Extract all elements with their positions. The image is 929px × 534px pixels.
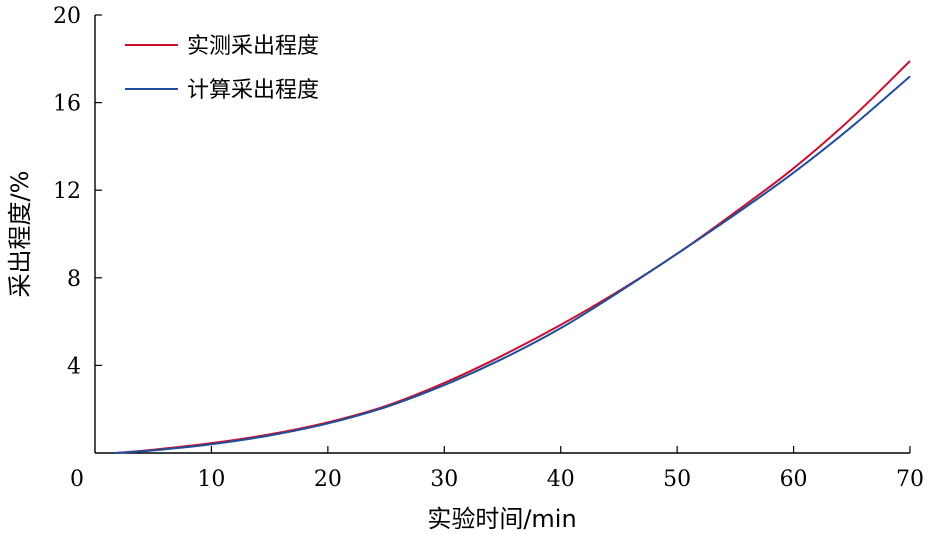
- legend-label-calculated: 计算采出程度: [187, 78, 319, 103]
- y-tick-label: 8: [67, 267, 81, 292]
- y-axis-label: 采出程度/%: [6, 171, 34, 298]
- legend: 实测采出程度 计算采出程度: [125, 34, 319, 103]
- x-tick-label: 50: [663, 467, 691, 492]
- x-tick-label: 30: [430, 467, 458, 492]
- x-tick-label: 20: [314, 467, 342, 492]
- y-tick-label: 12: [53, 179, 81, 204]
- y-tick-label: 16: [53, 92, 81, 117]
- series-line-calculated: [114, 75, 911, 454]
- x-tick-label: 60: [780, 467, 808, 492]
- x-tick-label: 0: [70, 467, 84, 492]
- x-tick-label: 70: [896, 467, 924, 492]
- axis-ticks: 0 10 20 30 40 50 60 70 4 8 12 16 20: [53, 4, 924, 492]
- legend-label-measured: 实测采出程度: [187, 34, 319, 59]
- y-tick-label: 4: [67, 354, 81, 379]
- x-axis-label: 实验时间/min: [427, 505, 576, 533]
- x-tick-label: 10: [197, 467, 225, 492]
- y-tick-label: 20: [53, 4, 81, 29]
- x-tick-label: 40: [547, 467, 575, 492]
- series-group: [114, 60, 911, 454]
- series-line-measured: [114, 60, 911, 454]
